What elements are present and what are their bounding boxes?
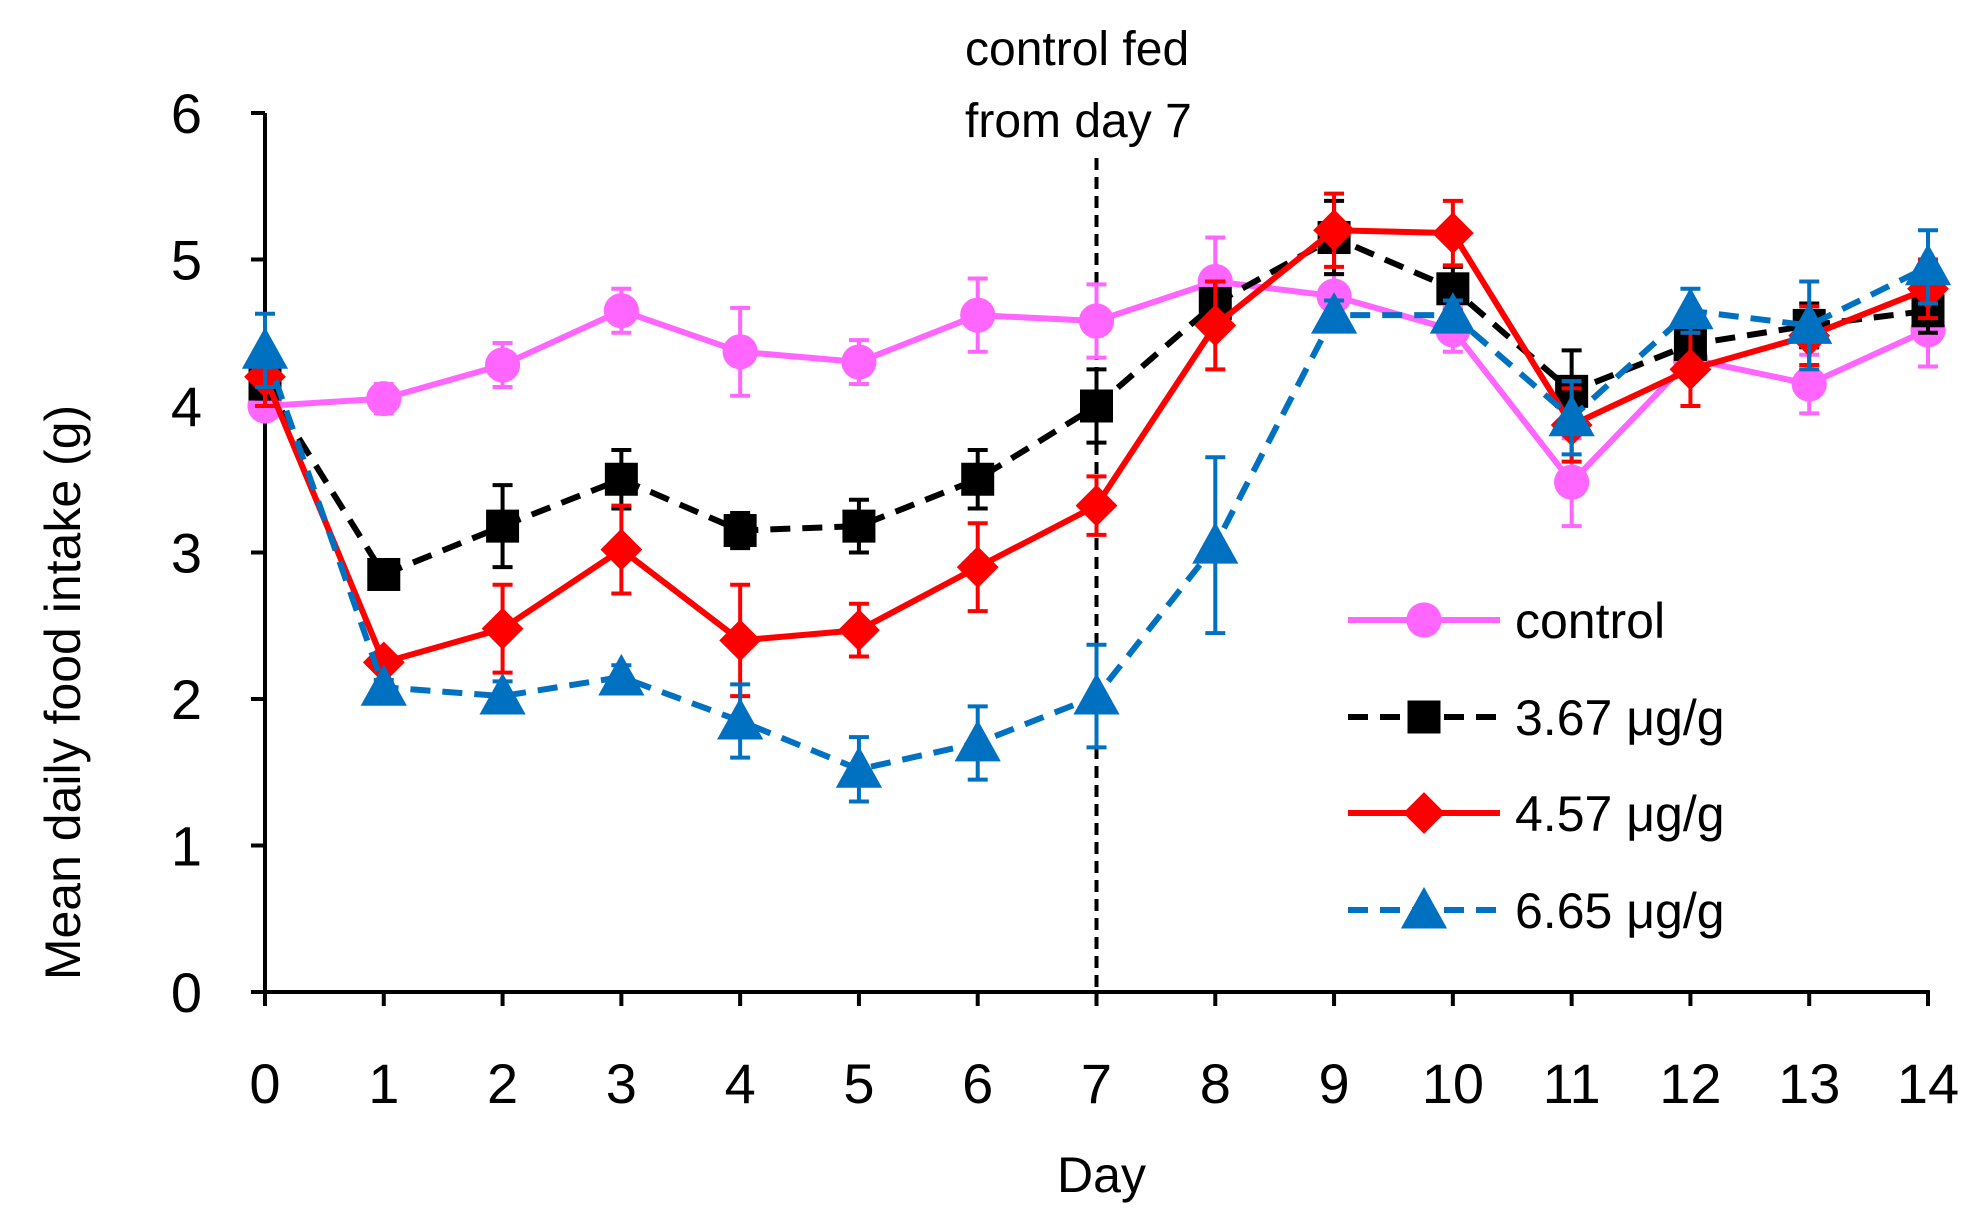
- data-point: [1075, 484, 1118, 527]
- data-point: [1073, 672, 1120, 715]
- x-tick-label: 0: [249, 1052, 280, 1115]
- series-layer: [241, 191, 1952, 804]
- series-4: [241, 228, 1952, 804]
- data-point: [1429, 292, 1476, 334]
- y-tick-label: 4: [171, 375, 202, 438]
- data-point: [1667, 287, 1714, 330]
- data-point: [241, 327, 289, 369]
- data-point: [481, 607, 524, 650]
- x-tick-label: 1: [368, 1052, 399, 1115]
- data-point: [1194, 304, 1237, 347]
- x-tick-label: 5: [843, 1052, 874, 1115]
- x-tick-label: 12: [1659, 1052, 1721, 1115]
- y-tick-label: 6: [171, 82, 202, 145]
- data-point: [954, 719, 1001, 762]
- x-tick-label: 2: [487, 1052, 518, 1115]
- x-tick-label: 7: [1081, 1052, 1112, 1115]
- legend-label: 3.67 μg/g: [1515, 690, 1725, 746]
- data-point: [1904, 243, 1952, 286]
- data-point: [367, 557, 401, 591]
- legend-label: 6.65 μg/g: [1515, 883, 1725, 939]
- legend-item: control: [1348, 593, 1665, 649]
- legend-label: control: [1515, 593, 1665, 649]
- legend-swatch-marker: [1403, 792, 1445, 834]
- data-point: [1791, 366, 1827, 402]
- data-point: [362, 641, 405, 684]
- legend-swatch-marker: [1400, 886, 1448, 929]
- data-point: [835, 746, 883, 788]
- y-tick-label: 3: [171, 522, 202, 585]
- legend-item: 3.67 μg/g: [1348, 690, 1725, 746]
- data-point: [604, 462, 638, 496]
- data-point: [1310, 292, 1358, 334]
- data-point: [1548, 394, 1595, 437]
- y-tick-label: 5: [171, 229, 202, 292]
- x-tick-label: 14: [1897, 1052, 1959, 1115]
- legend-swatch-marker: [1406, 602, 1442, 638]
- data-point: [1192, 522, 1239, 564]
- x-tick-label: 8: [1200, 1052, 1231, 1115]
- x-tick-label: 11: [1543, 1052, 1601, 1115]
- x-axis-title: Day: [1057, 1147, 1146, 1203]
- legend-item: 4.57 μg/g: [1348, 786, 1725, 842]
- data-point: [1669, 348, 1712, 391]
- legend-item: 6.65 μg/g: [1348, 883, 1725, 939]
- data-point: [484, 347, 521, 383]
- data-point: [1080, 389, 1113, 423]
- legend: control 3.67 μg/g 4.57 μg/g 6.65 μg/g: [1348, 593, 1725, 939]
- annotation-line-1: control fed: [965, 23, 1189, 76]
- data-point: [360, 664, 407, 706]
- data-point: [600, 528, 643, 571]
- data-point: [1431, 212, 1474, 255]
- data-point: [723, 514, 757, 548]
- x-tick-label: 9: [1318, 1052, 1349, 1115]
- y-tick-label: 0: [171, 961, 202, 1024]
- data-point: [486, 509, 520, 543]
- x-tick-label: 10: [1422, 1052, 1484, 1115]
- data-point: [838, 609, 880, 652]
- data-point: [1313, 209, 1355, 252]
- data-point: [1078, 303, 1115, 339]
- data-point: [603, 293, 639, 329]
- x-tick-label: 6: [962, 1052, 993, 1115]
- y-tick-label: 1: [171, 815, 202, 878]
- y-axis-title: Mean daily food intake (g): [35, 405, 91, 980]
- data-point: [1554, 464, 1590, 500]
- data-point: [366, 381, 402, 417]
- data-point: [598, 653, 645, 696]
- data-point: [719, 619, 762, 662]
- data-point: [842, 509, 876, 543]
- data-point: [956, 546, 999, 589]
- data-point: [717, 697, 764, 740]
- x-tick-label: 13: [1778, 1052, 1840, 1115]
- data-point: [841, 344, 877, 380]
- x-tick-label: 3: [606, 1052, 637, 1115]
- x-tick-label: 4: [725, 1052, 756, 1115]
- data-point: [960, 297, 996, 333]
- y-tick-label: 2: [171, 668, 202, 731]
- data-point: [722, 334, 758, 370]
- data-point: [1786, 302, 1833, 344]
- data-point: [961, 462, 995, 496]
- annotation-line-2: from day 7: [965, 95, 1192, 148]
- legend-label: 4.57 μg/g: [1515, 786, 1725, 842]
- legend-swatch-marker: [1407, 700, 1441, 734]
- data-point: [479, 672, 526, 715]
